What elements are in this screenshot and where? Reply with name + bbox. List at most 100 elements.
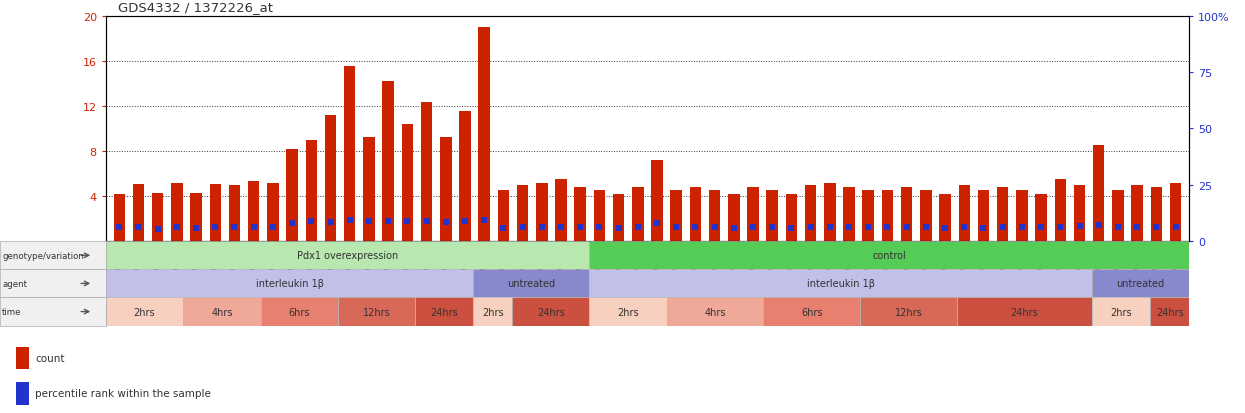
Bar — [920, 191, 931, 242]
Text: percentile rank within the sample: percentile rank within the sample — [35, 389, 212, 399]
Text: Pdx1 overexpression: Pdx1 overexpression — [298, 251, 398, 261]
Text: 12hrs: 12hrs — [362, 307, 391, 317]
Point — [320, 219, 340, 226]
Point — [589, 224, 609, 230]
Text: 6hrs: 6hrs — [801, 307, 823, 317]
Bar — [517, 185, 528, 242]
Point — [359, 218, 378, 225]
Bar — [1093, 146, 1104, 242]
Bar — [478, 28, 491, 242]
Point — [782, 225, 802, 231]
Bar — [901, 188, 913, 242]
Point — [397, 218, 417, 225]
Bar — [1016, 191, 1027, 242]
Point — [974, 225, 994, 231]
Bar — [1150, 188, 1162, 242]
Bar — [171, 183, 183, 242]
Text: 2hrs: 2hrs — [618, 307, 639, 317]
Bar — [152, 193, 163, 242]
Bar — [229, 185, 240, 242]
Bar — [824, 183, 835, 242]
Bar — [305, 140, 317, 242]
Bar — [1170, 183, 1182, 242]
Text: time: time — [2, 307, 21, 316]
Bar — [939, 195, 951, 242]
Bar — [1036, 195, 1047, 242]
Bar — [1112, 191, 1124, 242]
Bar — [190, 193, 202, 242]
Point — [187, 225, 207, 231]
Bar — [498, 191, 509, 242]
Point — [627, 224, 647, 231]
Bar — [133, 184, 144, 242]
Point — [148, 226, 168, 233]
Point — [647, 220, 667, 226]
Bar — [843, 188, 855, 242]
Point — [896, 224, 916, 231]
Bar — [286, 150, 298, 242]
Text: agent: agent — [2, 279, 27, 288]
Point — [378, 218, 398, 225]
Bar — [594, 191, 605, 242]
Bar — [574, 188, 586, 242]
Point — [1031, 224, 1051, 230]
Bar — [804, 185, 817, 242]
Bar — [537, 183, 548, 242]
Point — [283, 220, 303, 226]
Point — [609, 225, 629, 231]
Point — [532, 224, 552, 230]
Point — [1108, 224, 1128, 230]
Point — [801, 224, 820, 230]
Bar — [364, 138, 375, 242]
Bar — [325, 116, 336, 242]
Bar — [344, 67, 356, 242]
Point — [493, 225, 513, 231]
Bar — [786, 195, 797, 242]
Bar — [555, 180, 566, 242]
Point — [301, 218, 321, 225]
Text: 24hrs: 24hrs — [537, 307, 564, 317]
Point — [666, 224, 686, 230]
Text: control: control — [873, 251, 906, 261]
Text: 4hrs: 4hrs — [212, 307, 233, 317]
Text: 2hrs: 2hrs — [133, 307, 156, 317]
Point — [474, 217, 494, 223]
Bar — [209, 184, 222, 242]
Bar — [268, 183, 279, 242]
Text: untreated: untreated — [1117, 279, 1164, 289]
Point — [1051, 224, 1071, 230]
Bar — [959, 185, 970, 242]
Point — [686, 224, 706, 231]
Bar — [1055, 180, 1066, 242]
Bar — [977, 191, 990, 242]
Point — [743, 224, 763, 230]
Text: interleukin 1β: interleukin 1β — [807, 279, 875, 289]
Point — [1069, 223, 1089, 230]
Point — [1165, 224, 1185, 230]
Text: 24hrs: 24hrs — [431, 307, 458, 317]
Bar — [459, 112, 471, 242]
Bar — [439, 138, 452, 242]
Point — [820, 224, 840, 230]
Bar — [632, 188, 644, 242]
Point — [992, 224, 1012, 231]
Bar — [382, 82, 393, 242]
Bar — [248, 182, 259, 242]
Text: genotype/variation: genotype/variation — [2, 251, 83, 260]
Bar — [113, 195, 125, 242]
Point — [723, 225, 743, 231]
Bar — [747, 188, 758, 242]
Text: 6hrs: 6hrs — [289, 307, 310, 317]
Point — [762, 224, 782, 231]
Text: 4hrs: 4hrs — [705, 307, 726, 317]
Bar — [402, 125, 413, 242]
Bar — [690, 188, 701, 242]
Point — [839, 224, 859, 231]
Bar — [1132, 185, 1143, 242]
Point — [340, 218, 360, 224]
Point — [705, 224, 725, 230]
Point — [878, 224, 898, 230]
Bar — [16, 347, 30, 370]
Point — [436, 219, 456, 226]
Text: 12hrs: 12hrs — [895, 307, 923, 317]
